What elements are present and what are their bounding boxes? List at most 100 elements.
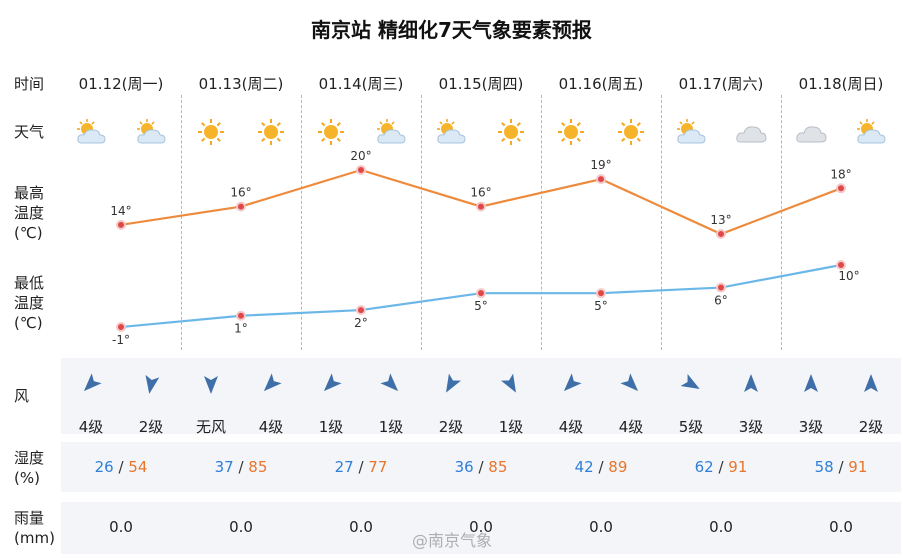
wind-level: 2级 <box>858 418 884 436</box>
watermark: @南京气象 <box>412 531 493 550</box>
tmax-label: 14° <box>110 204 131 218</box>
wind-direction-icon <box>139 372 163 396</box>
tmin-label: 2° <box>354 316 368 330</box>
wind-level: 1级 <box>318 418 344 436</box>
wind-level: 4级 <box>618 418 644 436</box>
row-label-time: 时间 <box>14 75 45 93</box>
wind-direction-icon <box>679 372 703 396</box>
humidity-separator: / <box>833 458 849 476</box>
tmin-label: 5° <box>474 299 488 313</box>
day-divider <box>781 95 782 350</box>
tmin-point <box>716 282 726 293</box>
humidity-max: 85 <box>488 458 508 476</box>
tmin-label: 10° <box>838 269 859 283</box>
day-divider <box>421 95 422 350</box>
humidity-separator: / <box>353 458 369 476</box>
tmax-point <box>356 165 366 175</box>
humidity-min: 26 <box>94 458 114 476</box>
rain-value: 0.0 <box>229 518 253 536</box>
humidity-separator: / <box>593 458 609 476</box>
humidity-min: 36 <box>454 458 474 476</box>
tmax-label: 16° <box>470 186 491 200</box>
wind-direction-icon <box>439 372 463 396</box>
humidity-max: 54 <box>128 458 148 476</box>
row-label-wind: 风 <box>14 387 30 405</box>
humidity-separator: / <box>713 458 729 476</box>
humidity-max: 91 <box>728 458 748 476</box>
row-label-rain: 雨量 (mm) <box>14 509 55 547</box>
wind-level: 1级 <box>498 418 524 436</box>
day-date: 01.13(周二) <box>198 75 284 93</box>
tmin-point <box>356 305 366 316</box>
wind-direction-icon <box>859 372 883 396</box>
wind-band <box>61 358 901 434</box>
day-date: 01.16(周五) <box>558 75 644 93</box>
wind-direction-icon <box>319 372 343 396</box>
wind-level: 1级 <box>378 418 404 436</box>
humidity-value: 27 / 77 <box>301 458 421 476</box>
tmin-point <box>116 322 126 332</box>
rain-value: 0.0 <box>829 518 853 536</box>
tmin-point <box>836 260 846 270</box>
humidity-band <box>61 442 901 492</box>
wind-direction-icon <box>499 372 523 396</box>
tmax-point <box>716 229 726 239</box>
partly-cloudy-icon <box>74 117 108 147</box>
tmin-point <box>236 310 246 321</box>
sun-icon <box>614 117 648 147</box>
wind-level: 无风 <box>195 418 226 436</box>
wind-level: 5级 <box>678 418 704 436</box>
tmax-label: 20° <box>350 149 371 163</box>
tmax-point <box>476 201 486 212</box>
wind-level: 3级 <box>738 418 764 436</box>
row-label-weather: 天气 <box>14 123 45 141</box>
humidity-separator: / <box>473 458 489 476</box>
tmax-label: 13° <box>710 213 731 227</box>
day-divider <box>181 95 182 350</box>
tmin-point <box>476 288 486 299</box>
humidity-value: 58 / 91 <box>781 458 901 476</box>
sun-icon <box>194 117 228 147</box>
wind-direction-icon <box>799 372 823 396</box>
humidity-separator: / <box>233 458 249 476</box>
humidity-max: 77 <box>368 458 388 476</box>
wind-direction-icon <box>619 372 643 396</box>
day-date: 01.18(周日) <box>798 75 884 93</box>
humidity-min: 27 <box>334 458 354 476</box>
humidity-separator: / <box>113 458 129 476</box>
tmax-point <box>836 183 846 194</box>
tmin-label: 6° <box>714 294 728 308</box>
rain-band <box>61 502 901 554</box>
humidity-min: 58 <box>814 458 834 476</box>
row-label-tmin: 最低 温度 (℃) <box>14 274 45 332</box>
tmax-point <box>236 201 246 212</box>
tmin-point <box>596 288 606 299</box>
wind-direction-icon <box>739 372 763 396</box>
sun-icon <box>314 117 348 147</box>
day-divider <box>301 95 302 350</box>
sun-icon <box>554 117 588 147</box>
wind-level: 4级 <box>78 418 104 436</box>
rain-value: 0.0 <box>469 518 493 536</box>
day-date: 01.15(周四) <box>438 75 524 93</box>
sun-icon <box>494 117 528 147</box>
wind-direction-icon <box>559 372 583 396</box>
wind-level: 4级 <box>558 418 584 436</box>
humidity-value: 37 / 85 <box>181 458 301 476</box>
partly-cloudy-icon <box>854 117 888 147</box>
partly-cloudy-icon <box>434 117 468 147</box>
rain-value: 0.0 <box>709 518 733 536</box>
tmax-label: 18° <box>830 167 851 181</box>
sun-icon <box>254 117 288 147</box>
tmax-point <box>596 174 606 185</box>
humidity-value: 36 / 85 <box>421 458 541 476</box>
humidity-min: 37 <box>214 458 234 476</box>
row-label-humidity: 湿度 (%) <box>14 449 45 487</box>
humidity-min: 42 <box>574 458 594 476</box>
wind-direction-icon <box>259 372 283 396</box>
day-divider <box>661 95 662 350</box>
day-date: 01.14(周三) <box>318 75 404 93</box>
tmin-label: -1° <box>112 333 130 347</box>
partly-cloudy-icon <box>674 117 708 147</box>
tmax-label: 19° <box>590 158 611 172</box>
